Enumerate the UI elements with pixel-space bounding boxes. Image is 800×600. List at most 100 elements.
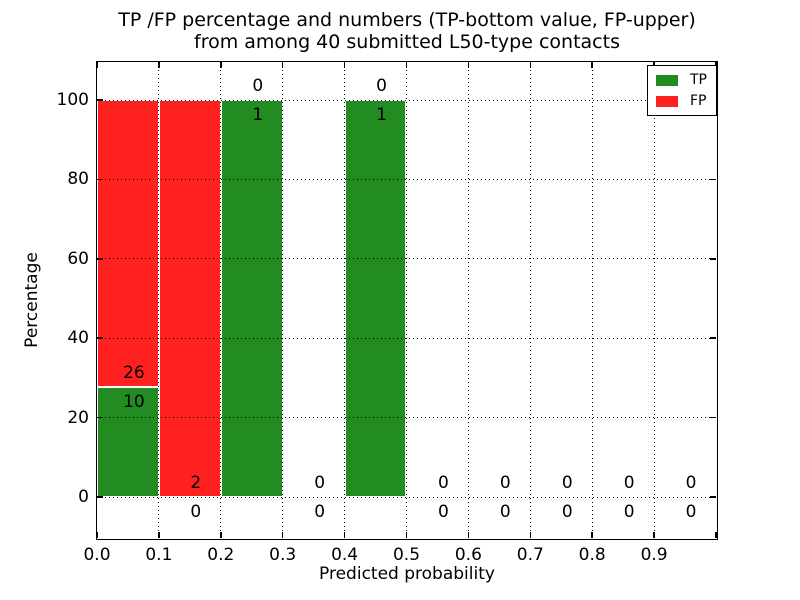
gridline-horizontal: [97, 99, 716, 101]
bar-count-label-fp: 0: [623, 473, 635, 493]
bar-count-label-fp: 0: [561, 473, 573, 493]
legend: TP FP: [647, 65, 717, 116]
gridline-vertical: [406, 62, 407, 538]
y-tick-label: 0: [78, 487, 89, 507]
gridline-vertical: [591, 62, 593, 538]
chart-title: TP /FP percentage and numbers (TP-bottom…: [97, 9, 717, 53]
gridline-vertical: [653, 62, 655, 538]
bar-labels-layer: 26 10 2 0 0 1 0 0 0 1 0 0 0 0 0 0 0 0 0 0: [97, 62, 716, 538]
x-tick-mark: [653, 532, 655, 538]
bar-count-label-fp: 0: [376, 76, 387, 96]
x-tick-mark: [281, 62, 284, 68]
x-tick-mark: [467, 532, 470, 538]
x-tick-label: 0.6: [454, 545, 482, 565]
y-tick-mark: [97, 258, 103, 260]
plot-area: 26 10 2 0 0 1 0 0 0 1 0 0 0 0 0 0 0 0 0 0 TP FP: [95, 60, 718, 540]
x-tick-mark: [343, 62, 346, 68]
x-tick-label: 0.1: [145, 545, 173, 565]
x-tick-label: 0.7: [516, 545, 544, 565]
y-tick-label: 20: [67, 407, 89, 428]
y-tick-label: 60: [67, 248, 89, 269]
chart-title-line2: from among 40 submitted L50-type contact…: [194, 31, 620, 53]
gridline-vertical: [467, 62, 469, 538]
bar-count-label-fp: 2: [190, 473, 202, 493]
bar-count-label-tp: 0: [561, 502, 573, 522]
bar-count-label-tp: 0: [623, 502, 635, 522]
bar-count-label-fp: 0: [314, 473, 326, 493]
bar-count-label-tp: 10: [123, 391, 145, 412]
y-tick-mark: [97, 416, 103, 419]
x-tick-label: 0.3: [269, 545, 297, 565]
bar-count-label-fp: 0: [252, 76, 264, 96]
gridline-vertical: [529, 62, 531, 538]
x-tick-mark: [158, 532, 160, 538]
bar-segment-tp: [97, 386, 159, 497]
x-tick-mark: [529, 62, 532, 68]
gridline-horizontal: [97, 337, 716, 339]
gridline-vertical: [220, 62, 222, 538]
legend-swatch-tp-icon: [656, 74, 678, 86]
x-tick-mark: [529, 532, 532, 538]
x-tick-mark: [96, 62, 98, 68]
x-axis-label: Predicted probability: [319, 564, 495, 584]
y-tick-mark: [97, 496, 103, 498]
y-tick-mark: [97, 337, 103, 339]
bar-count-label-fp: 0: [685, 473, 697, 493]
legend-item-tp: TP: [656, 73, 707, 87]
x-tick-label: 0.2: [207, 545, 235, 565]
x-tick-mark: [715, 532, 717, 538]
legend-label-fp: FP: [690, 93, 707, 109]
grid-layer: [97, 62, 716, 538]
gridline-horizontal: [97, 496, 716, 498]
y-tick-mark: [710, 258, 716, 260]
x-tick-label: 0.5: [392, 545, 421, 565]
y-tick-mark: [710, 496, 716, 498]
bar-segment-fp: [97, 100, 159, 387]
x-tick-mark: [405, 62, 408, 68]
x-tick-label: 0.8: [578, 545, 606, 565]
x-tick-label: 0.9: [640, 545, 668, 565]
x-tick-mark: [343, 532, 346, 538]
legend-swatch-fp-icon: [656, 95, 678, 107]
gridline-horizontal: [97, 258, 716, 260]
x-tick-mark: [591, 532, 593, 538]
gridline-vertical: [158, 62, 160, 538]
gridline-horizontal: [97, 417, 716, 419]
chart-title-line1: TP /FP percentage and numbers (TP-bottom…: [118, 9, 696, 31]
x-tick-mark: [220, 62, 222, 68]
y-tick-label: 80: [67, 169, 89, 190]
x-tick-mark: [591, 62, 593, 68]
x-tick-mark: [405, 532, 408, 538]
legend-item-fp: FP: [656, 94, 707, 108]
y-tick-mark: [710, 337, 716, 339]
bar-count-label-tp: 0: [314, 502, 326, 522]
bar-count-label-tp: 0: [438, 502, 449, 522]
bar-count-label-tp: 1: [252, 105, 264, 125]
y-tick-mark: [710, 178, 716, 181]
x-tick-mark: [220, 532, 222, 538]
x-tick-mark: [467, 62, 470, 68]
bar-count-label-tp: 0: [685, 502, 697, 522]
gridline-horizontal: [97, 178, 716, 180]
y-tick-mark: [710, 416, 716, 419]
bar-count-label-tp: 0: [499, 502, 511, 522]
x-tick-label: 0.0: [83, 545, 111, 565]
x-tick-mark: [281, 532, 284, 538]
y-tick-mark: [97, 178, 103, 181]
bar-count-label-fp: 26: [123, 362, 145, 383]
bar-count-label-fp: 0: [438, 473, 449, 493]
bar-count-label-tp: 0: [190, 502, 202, 522]
y-tick-label: 100: [56, 90, 89, 110]
bar-count-label-tp: 1: [376, 105, 387, 125]
x-tick-mark: [96, 532, 98, 538]
y-tick-mark: [97, 99, 103, 101]
gridline-vertical: [282, 62, 284, 538]
gridline-vertical: [344, 62, 346, 538]
y-tick-label: 40: [67, 328, 89, 349]
x-tick-mark: [158, 62, 160, 68]
x-tick-label: 0.4: [331, 545, 359, 565]
legend-label-tp: TP: [690, 72, 707, 88]
bar-count-label-fp: 0: [499, 473, 511, 493]
bars-layer: [97, 62, 716, 538]
